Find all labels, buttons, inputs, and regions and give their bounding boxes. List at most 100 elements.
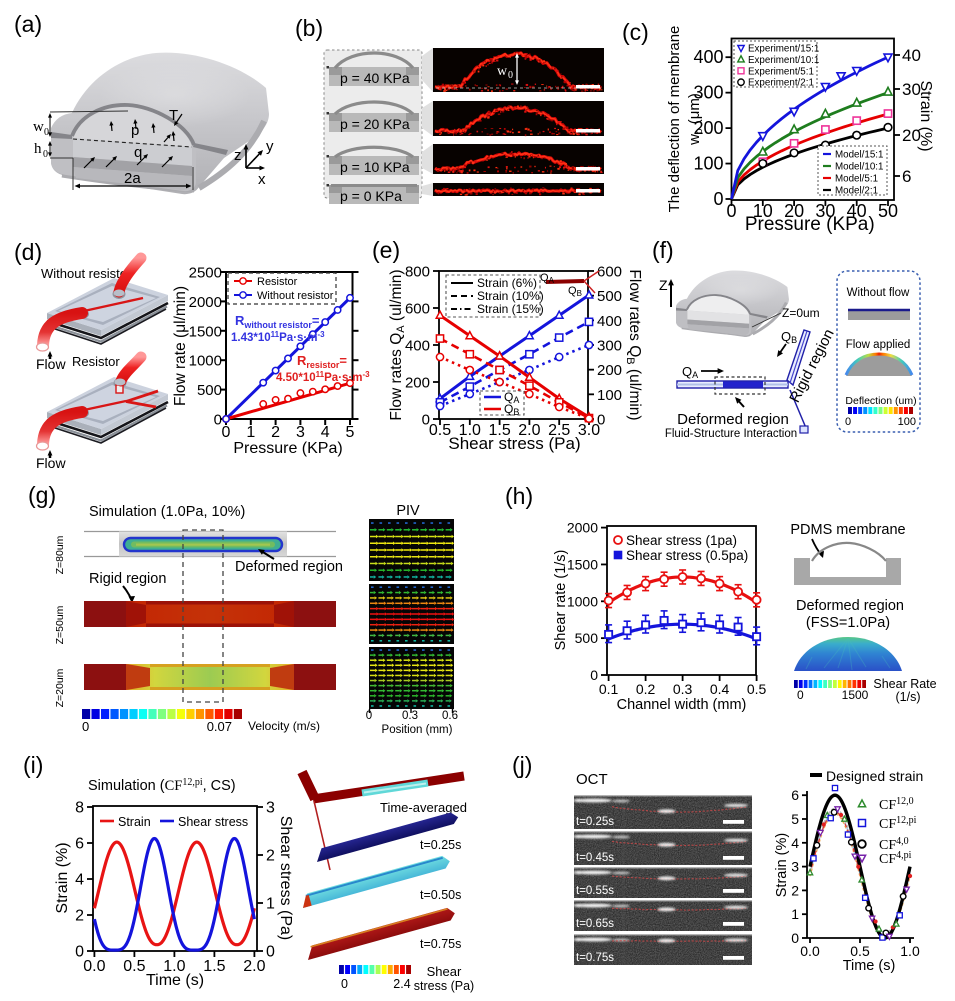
svg-text:Designed strain: Designed strain <box>826 768 923 784</box>
svg-text:6: 6 <box>902 167 911 186</box>
svg-text:Strain (%): Strain (%) <box>774 833 790 897</box>
svg-text:OCT: OCT <box>576 771 608 788</box>
svg-text:(i): (i) <box>23 752 43 778</box>
svg-text:0.2: 0.2 <box>636 681 656 697</box>
svg-text:1.0: 1.0 <box>459 422 481 439</box>
svg-text:3: 3 <box>791 859 799 875</box>
svg-text:4.50*1011Pa·s·m-3: 4.50*1011Pa·s·m-3 <box>276 370 370 384</box>
svg-text:2a: 2a <box>124 170 141 187</box>
svg-text:1500: 1500 <box>842 688 869 702</box>
svg-text:(e): (e) <box>372 237 400 263</box>
svg-text:Strain (6%): Strain (6%) <box>477 276 537 290</box>
svg-text:p = 10 KPa: p = 10 KPa <box>340 159 410 175</box>
svg-text:Without resistor: Without resistor <box>257 290 334 302</box>
svg-text:500: 500 <box>597 288 622 305</box>
svg-text:p = 40 KPa: p = 40 KPa <box>340 70 410 86</box>
svg-text:1: 1 <box>791 906 799 922</box>
svg-text:stress (Pa): stress (Pa) <box>414 979 474 993</box>
svg-text:t=0.65s: t=0.65s <box>576 918 614 930</box>
svg-text:4: 4 <box>75 872 84 889</box>
svg-text:0.3: 0.3 <box>673 681 693 697</box>
svg-text:0.6: 0.6 <box>442 710 458 722</box>
svg-text:0: 0 <box>341 977 348 991</box>
svg-text:(FSS=1.0Pa): (FSS=1.0Pa) <box>806 615 890 631</box>
svg-text:Flow rates QB (ul/min): Flow rates QB (ul/min) <box>624 269 643 420</box>
svg-text:Z: Z <box>659 277 668 293</box>
svg-text:100: 100 <box>693 154 723 174</box>
svg-text:Strain (10%): Strain (10%) <box>477 289 544 303</box>
svg-text:3.0: 3.0 <box>578 422 600 439</box>
svg-text:Pressure (KPa): Pressure (KPa) <box>233 440 342 457</box>
svg-text:QB: QB <box>568 285 582 298</box>
svg-text:Deformed region: Deformed region <box>796 598 904 614</box>
svg-text:Resistor: Resistor <box>72 354 120 369</box>
svg-text:8: 8 <box>75 800 84 817</box>
svg-text:600: 600 <box>597 263 622 280</box>
svg-text:5: 5 <box>791 811 799 827</box>
svg-text:t=0.75s: t=0.75s <box>576 952 614 964</box>
svg-text:0.1: 0.1 <box>599 681 619 697</box>
svg-text:300: 300 <box>597 337 622 354</box>
svg-text:0: 0 <box>845 416 851 428</box>
svg-text:T: T <box>169 107 178 124</box>
svg-text:0: 0 <box>44 127 49 138</box>
svg-text:200: 200 <box>693 118 723 138</box>
svg-text:40: 40 <box>902 46 921 65</box>
svg-text:1.5: 1.5 <box>488 422 510 439</box>
svg-text:Simulation (CF12,pi, CS): Simulation (CF12,pi, CS) <box>88 777 236 794</box>
svg-text:t=0.50s: t=0.50s <box>420 888 461 902</box>
svg-text:1000: 1000 <box>567 593 598 609</box>
svg-text:Model/10:1: Model/10:1 <box>835 162 883 173</box>
svg-text:Z=80um: Z=80um <box>54 535 66 574</box>
svg-text:(h): (h) <box>505 483 533 509</box>
svg-text:Strain (%): Strain (%) <box>917 80 934 151</box>
svg-text:Shear stress: Shear stress <box>178 815 248 829</box>
svg-text:0: 0 <box>75 944 84 961</box>
svg-text:200: 200 <box>405 375 430 392</box>
svg-text:0: 0 <box>590 667 598 683</box>
svg-text:0: 0 <box>726 201 736 221</box>
svg-text:Z=0um: Z=0um <box>782 306 820 320</box>
svg-text:(a): (a) <box>14 11 42 37</box>
svg-text:(b): (b) <box>295 15 323 41</box>
svg-text:50: 50 <box>878 201 898 221</box>
svg-text:0: 0 <box>791 930 799 946</box>
svg-text:Velocity (m/s): Velocity (m/s) <box>248 719 320 733</box>
svg-text:(d): (d) <box>14 239 42 265</box>
svg-text:Experiment/5:1: Experiment/5:1 <box>748 66 814 77</box>
svg-text:x: x <box>258 171 266 188</box>
svg-text:The deflection of membrane: The deflection of membrane <box>666 26 683 213</box>
svg-text:Shear stress (1pa): Shear stress (1pa) <box>626 533 737 548</box>
svg-text:10: 10 <box>753 201 773 221</box>
svg-text:Z=20um: Z=20um <box>54 668 66 707</box>
svg-text:2500: 2500 <box>189 265 222 282</box>
svg-text:Model/15:1: Model/15:1 <box>835 150 883 161</box>
svg-text:600: 600 <box>405 301 430 318</box>
svg-text:0: 0 <box>713 189 723 209</box>
svg-text:1500: 1500 <box>567 556 598 572</box>
svg-text:Fluid-Structure Interaction: Fluid-Structure Interaction <box>665 428 797 440</box>
svg-text:6: 6 <box>791 787 799 803</box>
svg-text:Channel width (mm): Channel width (mm) <box>617 697 747 713</box>
svg-text:Without resistor: Without resistor <box>41 266 132 281</box>
svg-text:Without flow: Without flow <box>847 287 910 299</box>
svg-text:1: 1 <box>246 424 255 441</box>
svg-text:0.5: 0.5 <box>429 422 451 439</box>
svg-text:0: 0 <box>82 719 89 734</box>
svg-text:Model/5:1: Model/5:1 <box>835 174 878 185</box>
svg-text:Position (mm): Position (mm) <box>382 724 453 736</box>
svg-text:t=0.55s: t=0.55s <box>576 885 614 897</box>
svg-text:Time (s): Time (s) <box>146 972 204 989</box>
svg-text:wo (μm): wo (μm) <box>686 93 705 146</box>
svg-text:PIV: PIV <box>396 503 420 519</box>
svg-text:400: 400 <box>693 47 723 67</box>
svg-text:3: 3 <box>296 424 305 441</box>
svg-text:Shear: Shear <box>427 964 462 979</box>
svg-text:0.5: 0.5 <box>123 958 145 975</box>
svg-text:2000: 2000 <box>189 294 222 311</box>
svg-text:30: 30 <box>902 80 921 99</box>
svg-text:0.5: 0.5 <box>850 943 870 959</box>
svg-text:3: 3 <box>266 800 275 817</box>
svg-text:z: z <box>234 147 242 164</box>
svg-text:Resistor: Resistor <box>257 276 298 288</box>
